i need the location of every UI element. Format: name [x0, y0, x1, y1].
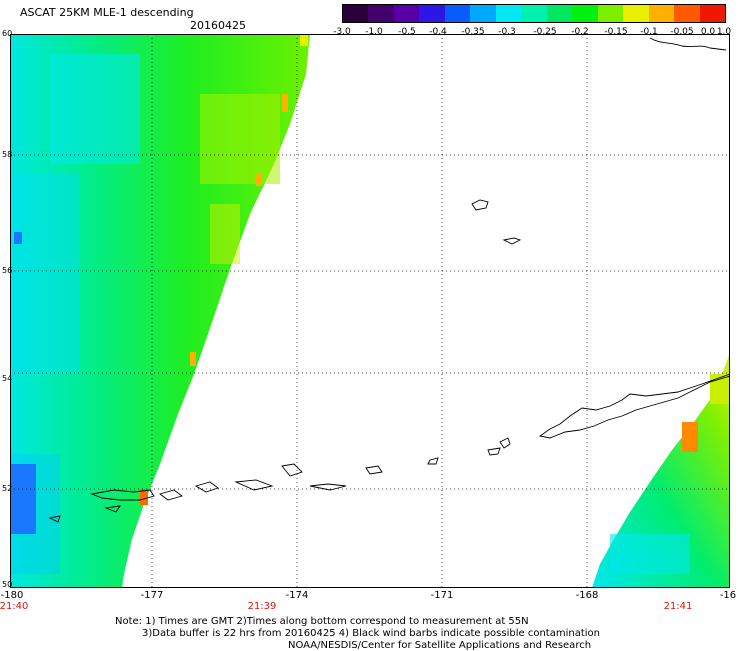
swath-cyan-patch — [50, 54, 140, 164]
data-swath-left — [10, 34, 310, 588]
swath-orange-pixel — [282, 94, 288, 112]
colorbar-label: 0.0 — [700, 27, 716, 37]
colorbar-swatch — [419, 5, 445, 22]
swath-yellow-patch — [710, 374, 730, 404]
swath-orange-pixel — [140, 489, 148, 505]
swath-yellow-pixel — [300, 34, 308, 46]
colorbar-swatch — [699, 5, 726, 22]
colorbar-label: 1.0 — [716, 27, 732, 37]
colorbar-swatch — [648, 5, 675, 22]
product-title: ASCAT 25KM MLE-1 descending — [20, 6, 194, 19]
island-coast — [309, 483, 347, 491]
colorbar-swatch — [674, 5, 700, 22]
colorbar-label: -3.0 — [333, 27, 351, 37]
lat-label: 56 — [2, 266, 13, 275]
colorbar-swatch — [597, 5, 624, 22]
colorbar-label: -0.2 — [571, 27, 589, 37]
colorbar-labels: -3.0 -1.0 -0.5 -0.4 -0.35 -0.3 -0.25 -0.… — [302, 27, 740, 39]
colorbar — [342, 4, 726, 23]
lat-label: 60 — [2, 29, 13, 38]
island-coast — [365, 465, 383, 475]
island-coast — [48, 515, 61, 523]
colorbar-label: -0.35 — [461, 27, 485, 37]
data-swath-right — [592, 352, 730, 588]
lat-label: 50 — [2, 580, 13, 589]
swath-blue-pixel — [14, 232, 22, 244]
colorbar-label: -0.1 — [640, 27, 658, 37]
alaska-peninsula-coast — [538, 373, 730, 439]
product-date: 20160425 — [190, 19, 246, 32]
lon-label: -16 — [719, 590, 737, 601]
footer-note-2: 3)Data buffer is 22 hrs from 20160425 4)… — [142, 628, 600, 639]
swath-yellow-patch — [210, 204, 240, 264]
colorbar-swatch — [368, 5, 394, 22]
colorbar-swatch — [343, 5, 369, 22]
colorbar-label: -0.4 — [429, 27, 447, 37]
lat-label: 58 — [2, 150, 13, 159]
lon-label: -180 — [0, 590, 24, 601]
swath-orange-pixel — [256, 174, 262, 186]
island-coast — [104, 505, 121, 513]
island-coast — [502, 237, 522, 245]
colorbar-label: -0.3 — [498, 27, 516, 37]
colorbar-label: -0.15 — [604, 27, 628, 37]
swath-orange-patch — [682, 422, 698, 452]
colorbar-label: -1.0 — [365, 27, 383, 37]
colorbar-swatch — [470, 5, 496, 22]
graticule — [10, 34, 730, 588]
island-coast — [234, 479, 274, 491]
coastlines — [48, 37, 730, 523]
colorbar-swatch — [393, 5, 420, 22]
colorbar-label: -0.05 — [670, 27, 694, 37]
lat-label: 52 — [2, 484, 13, 493]
map-plot — [10, 34, 730, 588]
swath-yellow-patch — [200, 94, 280, 184]
swath-right-field — [592, 352, 730, 588]
colorbar-swatch — [521, 5, 547, 22]
lon-label: -177 — [140, 590, 164, 601]
lon-label: -171 — [430, 590, 454, 601]
time-label: 21:41 — [663, 601, 693, 612]
island-coast — [499, 437, 511, 449]
colorbar-swatch — [495, 5, 522, 22]
footer-credit: NOAA/NESDIS/Center for Satellite Applica… — [288, 640, 592, 651]
lon-label: -168 — [575, 590, 599, 601]
map-canvas — [10, 34, 730, 588]
colorbar-swatch — [546, 5, 573, 22]
lon-label: -174 — [285, 590, 309, 601]
swath-cyan-patch — [10, 174, 80, 374]
colorbar-label: -0.5 — [398, 27, 416, 37]
island-coast — [471, 199, 489, 211]
time-label: 21:39 — [247, 601, 277, 612]
colorbar-swatch — [444, 5, 471, 22]
island-coast — [159, 489, 183, 501]
island-coast — [194, 481, 219, 493]
footer-note-1: Note: 1) Times are GMT 2)Times along bot… — [115, 616, 529, 627]
coastline-north — [649, 37, 727, 51]
island-coast — [427, 457, 439, 465]
time-label: 21:40 — [0, 601, 29, 612]
island-coast — [487, 447, 501, 456]
colorbar-label: -0.25 — [533, 27, 557, 37]
swath-blue-patch — [10, 464, 36, 534]
colorbar-swatch — [623, 5, 649, 22]
island-coast — [90, 489, 155, 501]
lat-label: 54 — [2, 374, 13, 383]
island-coast — [281, 463, 303, 477]
swath-cyan-patch — [610, 534, 690, 574]
swath-orange-pixel — [190, 352, 196, 366]
colorbar-swatch — [572, 5, 598, 22]
map-frame — [10, 34, 730, 588]
